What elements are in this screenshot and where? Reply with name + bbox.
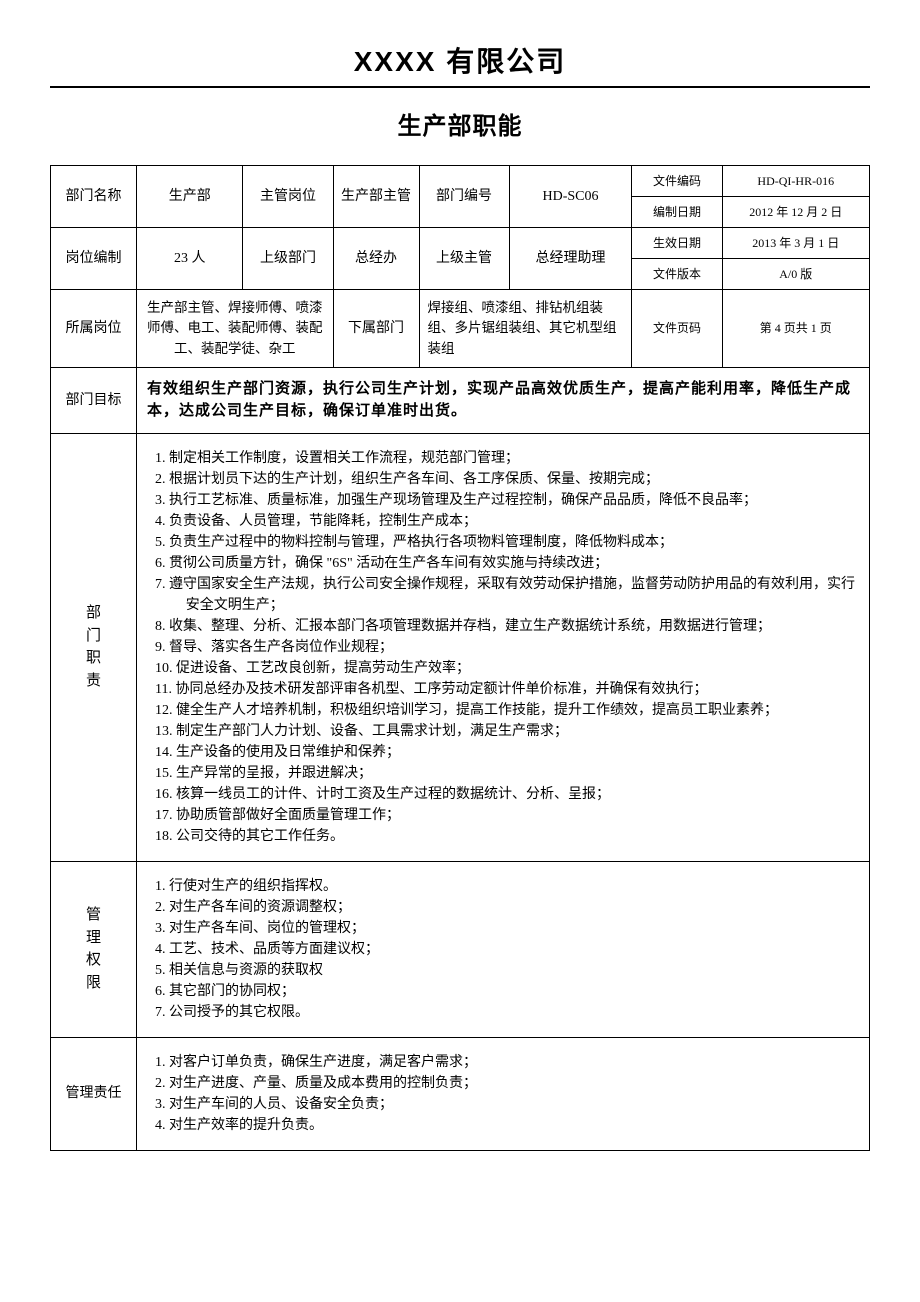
- list-item: 1. 对客户订单负责，确保生产进度，满足客户需求；: [155, 1052, 855, 1073]
- list-item: 15. 生产异常的呈报，并跟进解决；: [155, 763, 855, 784]
- list-item: 17. 协助质管部做好全面质量管理工作；: [155, 805, 855, 826]
- upper-dept: 总经办: [333, 228, 419, 290]
- list-item: 18. 公司交待的其它工作任务。: [155, 826, 855, 847]
- list-item: 13. 制定生产部门人力计划、设备、工具需求计划，满足生产需求；: [155, 721, 855, 742]
- list-item: 2. 根据计划员下达的生产计划，组织生产各车间、各工序保质、保量、按期完成；: [155, 469, 855, 490]
- list-item: 1. 制定相关工作制度，设置相关工作流程，规范部门管理；: [155, 448, 855, 469]
- responsibility-list: 1. 对客户订单负责，确保生产进度，满足客户需求；2. 对生产进度、产量、质量及…: [136, 1037, 869, 1150]
- list-item: 3. 执行工艺标准、质量标准，加强生产现场管理及生产过程控制，确保产品品质，降低…: [155, 490, 855, 511]
- supervisor-pos: 生产部主管: [333, 166, 419, 228]
- staff-label: 岗位编制: [51, 228, 137, 290]
- upper-mgr: 总经理助理: [509, 228, 632, 290]
- dept-code-label: 部门编号: [419, 166, 509, 228]
- duties-list: 1. 制定相关工作制度，设置相关工作流程，规范部门管理；2. 根据计划员下达的生…: [136, 433, 869, 861]
- company-name: XXXX 有限公司: [50, 40, 870, 86]
- supervisor-pos-label: 主管岗位: [243, 166, 333, 228]
- sub-dept-label: 下属部门: [333, 290, 419, 368]
- responsibility-label: 管理责任: [51, 1037, 137, 1150]
- sub-dept: 焊接组、喷漆组、排钻机组装组、多片锯组装组、其它机型组装组: [419, 290, 632, 368]
- list-item: 5. 负责生产过程中的物料控制与管理，严格执行各项物料管理制度，降低物料成本；: [155, 532, 855, 553]
- compile-date: 2012 年 12 月 2 日: [722, 197, 869, 228]
- positions: 生产部主管、焊接师傅、喷漆师傅、电工、装配师傅、装配工、装配学徒、杂工: [136, 290, 333, 368]
- list-item: 2. 对生产各车间的资源调整权；: [155, 897, 855, 918]
- eff-date: 2013 年 3 月 1 日: [722, 228, 869, 259]
- list-item: 10. 促进设备、工艺改良创新，提高劳动生产效率；: [155, 658, 855, 679]
- list-item: 16. 核算一线员工的计件、计时工资及生产过程的数据统计、分析、呈报；: [155, 784, 855, 805]
- upper-dept-label: 上级部门: [243, 228, 333, 290]
- compile-date-label: 编制日期: [632, 197, 722, 228]
- ver: A/0 版: [722, 259, 869, 290]
- list-item: 2. 对生产进度、产量、质量及成本费用的控制负责；: [155, 1073, 855, 1094]
- authority-list: 1. 行使对生产的组织指挥权。2. 对生产各车间的资源调整权；3. 对生产各车间…: [136, 861, 869, 1037]
- dept-name-label: 部门名称: [51, 166, 137, 228]
- positions-label: 所属岗位: [51, 290, 137, 368]
- list-item: 12. 健全生产人才培养机制，积极组织培训学习，提高工作技能，提升工作绩效，提高…: [155, 700, 855, 721]
- list-item: 5. 相关信息与资源的获取权: [155, 960, 855, 981]
- list-item: 8. 收集、整理、分析、汇报本部门各项管理数据并存档，建立生产数据统计系统，用数…: [155, 616, 855, 637]
- list-item: 6. 其它部门的协同权；: [155, 981, 855, 1002]
- eff-date-label: 生效日期: [632, 228, 722, 259]
- list-item: 1. 行使对生产的组织指挥权。: [155, 876, 855, 897]
- list-item: 7. 公司授予的其它权限。: [155, 1002, 855, 1023]
- list-item: 11. 协同总经办及技术研发部评审各机型、工序劳动定额计件单价标准，并确保有效执…: [155, 679, 855, 700]
- staff: 23 人: [136, 228, 242, 290]
- goal-label: 部门目标: [51, 367, 137, 433]
- doc-code-label: 文件编码: [632, 166, 722, 197]
- dept-code: HD-SC06: [509, 166, 632, 228]
- divider: [50, 86, 870, 88]
- list-item: 7. 遵守国家安全生产法规，执行公司安全操作规程，采取有效劳动保护措施，监督劳动…: [155, 574, 855, 616]
- list-item: 3. 对生产各车间、岗位的管理权；: [155, 918, 855, 939]
- list-item: 14. 生产设备的使用及日常维护和保养；: [155, 742, 855, 763]
- doc-code: HD-QI-HR-016: [722, 166, 869, 197]
- authority-label: 管理权限: [51, 861, 137, 1037]
- list-item: 4. 对生产效率的提升负责。: [155, 1115, 855, 1136]
- list-item: 9. 督导、落实各生产各岗位作业规程；: [155, 637, 855, 658]
- list-item: 4. 工艺、技术、品质等方面建议权；: [155, 939, 855, 960]
- duties-label: 部门职责: [51, 433, 137, 861]
- list-item: 6. 贯彻公司质量方针，确保 "6S" 活动在生产各车间有效实施与持续改进；: [155, 553, 855, 574]
- dept-name: 生产部: [136, 166, 242, 228]
- page-label: 文件页码: [632, 290, 722, 368]
- page: 第 4 页共 1 页: [722, 290, 869, 368]
- document-title: 生产部职能: [50, 106, 870, 141]
- list-item: 3. 对生产车间的人员、设备安全负责；: [155, 1094, 855, 1115]
- list-item: 4. 负责设备、人员管理，节能降耗，控制生产成本；: [155, 511, 855, 532]
- main-table: 部门名称 生产部 主管岗位 生产部主管 部门编号 HD-SC06 文件编码 HD…: [50, 165, 870, 1151]
- ver-label: 文件版本: [632, 259, 722, 290]
- goal-text: 有效组织生产部门资源，执行公司生产计划，实现产品高效优质生产，提高产能利用率，降…: [136, 367, 869, 433]
- upper-mgr-label: 上级主管: [419, 228, 509, 290]
